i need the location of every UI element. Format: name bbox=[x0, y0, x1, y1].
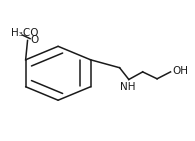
Text: NH: NH bbox=[120, 82, 136, 92]
Text: OH: OH bbox=[172, 66, 188, 76]
Text: O: O bbox=[30, 35, 39, 45]
Text: H₃CO: H₃CO bbox=[11, 28, 39, 38]
